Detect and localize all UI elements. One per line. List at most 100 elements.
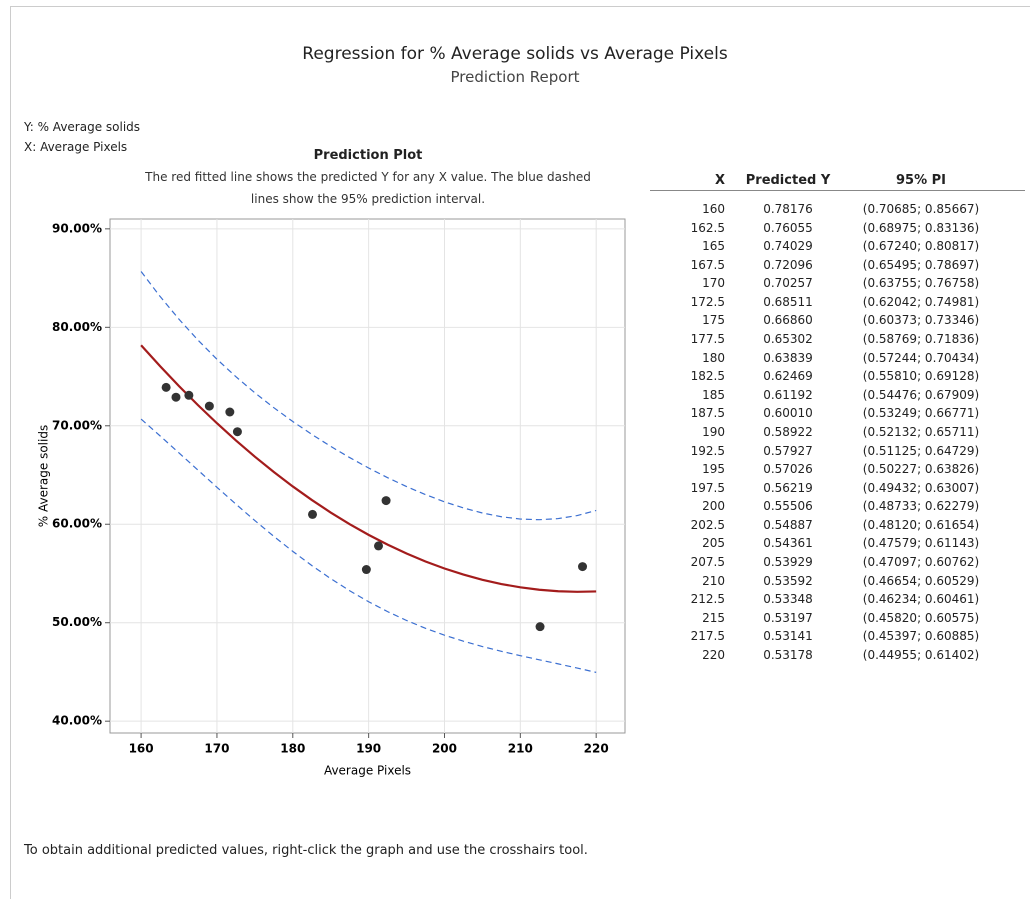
table-cell: 0.54887 xyxy=(763,517,813,532)
table-cell: 0.65302 xyxy=(763,332,813,347)
table-cell: 0.68511 xyxy=(763,294,813,309)
data-point xyxy=(361,565,371,575)
table-cell: 0.60010 xyxy=(763,406,813,421)
table-cell: (0.47097; 0.60762) xyxy=(862,555,980,570)
data-point xyxy=(308,509,318,519)
fitted-line xyxy=(140,344,597,593)
table-cell: (0.60373; 0.73346) xyxy=(862,313,980,328)
table-cell: (0.46654; 0.60529) xyxy=(862,573,980,588)
x-tick-label: 180 xyxy=(280,742,305,756)
table-cell: 165 xyxy=(702,239,725,254)
table-cell: 170 xyxy=(702,276,725,291)
table-cell: 0.56219 xyxy=(763,480,813,495)
x-axis-title: Average Pixels xyxy=(324,764,411,778)
interval-line xyxy=(140,418,597,673)
table-cell: 0.70257 xyxy=(763,276,813,291)
column-header: X xyxy=(714,173,725,188)
plot-title: Prediction Plot xyxy=(313,148,423,163)
data-point xyxy=(373,541,383,551)
variable: X: Average Pixels xyxy=(24,140,128,154)
y-tick-label: 70.00% xyxy=(52,418,102,432)
table-cell: (0.52132; 0.65711) xyxy=(862,424,980,439)
table-cell: (0.63755; 0.76758) xyxy=(862,276,980,291)
table-cell: 0.72096 xyxy=(763,257,813,272)
y-tick-label: 90.00% xyxy=(52,221,102,235)
table-cell: 0.53197 xyxy=(763,610,813,625)
table-cell: 0.74029 xyxy=(763,239,813,254)
table-cell: 202.5 xyxy=(690,517,725,532)
table-cell: 192.5 xyxy=(690,443,725,458)
table-cell: (0.70685; 0.85667) xyxy=(862,202,980,216)
data-point xyxy=(225,407,235,417)
table-cell: 187.5 xyxy=(690,406,725,421)
table-cell: 160 xyxy=(702,202,725,216)
table-cell: 190 xyxy=(702,424,725,439)
data-point xyxy=(204,401,214,411)
x-tick-label: 210 xyxy=(508,742,533,756)
table-cell: 207.5 xyxy=(690,555,725,570)
table-cell: (0.51125; 0.64729) xyxy=(862,443,980,458)
table-cell: 0.54361 xyxy=(763,536,813,551)
footer-note: To obtain additional predicted values, r… xyxy=(24,843,588,858)
table-cell: 0.63839 xyxy=(763,350,813,365)
table-cell: 185 xyxy=(702,387,725,402)
table-cell: 0.53592 xyxy=(763,573,813,588)
table-cell: (0.45397; 0.60885) xyxy=(862,629,980,644)
table-cell: 195 xyxy=(702,462,725,477)
table-cell: (0.58769; 0.71836) xyxy=(862,332,980,347)
table-cell: 0.55506 xyxy=(763,499,813,514)
table-cell: (0.55810; 0.69128) xyxy=(862,369,980,384)
x-tick-label: 200 xyxy=(432,742,457,756)
table-cell: (0.54476; 0.67909) xyxy=(862,387,980,402)
table-cell: 0.53348 xyxy=(763,592,813,607)
table-cell: (0.46234; 0.60461) xyxy=(862,592,980,607)
x-tick-label: 170 xyxy=(204,742,229,756)
x-tick-label: 220 xyxy=(584,742,609,756)
table-cell: 0.78176 xyxy=(763,202,813,216)
data-point xyxy=(184,390,194,400)
table-cell: (0.62042; 0.74981) xyxy=(862,294,980,309)
table-cell: 0.53141 xyxy=(763,629,813,644)
table-cell: 180 xyxy=(702,350,725,365)
interval-line xyxy=(140,271,597,521)
table-cell: (0.48120; 0.61654) xyxy=(862,517,980,532)
x-tick-label: 190 xyxy=(356,742,381,756)
table-cell: 175 xyxy=(702,313,725,328)
y-tick-label: 80.00% xyxy=(52,320,102,334)
table-cell: 162.5 xyxy=(690,220,725,235)
data-point xyxy=(171,392,181,402)
frame xyxy=(10,6,1030,899)
table-cell: (0.48733; 0.62279) xyxy=(862,499,980,514)
table-cell: 210 xyxy=(702,573,725,588)
table-cell: (0.65495; 0.78697) xyxy=(862,257,980,272)
table-cell: (0.53249; 0.66771) xyxy=(862,406,980,421)
table-rule xyxy=(650,190,1025,191)
table-cell: 0.76055 xyxy=(763,220,813,235)
table-cell: (0.44955; 0.61402) xyxy=(862,647,980,662)
table-cell: 167.5 xyxy=(690,257,725,272)
report-title: Regression for % Average solids vs Avera… xyxy=(302,44,728,64)
table-cell: 217.5 xyxy=(690,629,725,644)
x-tick-label: 160 xyxy=(129,742,154,756)
table-cell: 0.61192 xyxy=(763,387,813,402)
table-cell: 197.5 xyxy=(690,480,725,495)
table-cell: 212.5 xyxy=(690,592,725,607)
table-cell: 220 xyxy=(702,647,725,662)
table-cell: (0.47579; 0.61143) xyxy=(862,536,980,551)
plot-subtitle: The red fitted line shows the predicted … xyxy=(145,170,591,206)
column-header: 95% PI xyxy=(895,173,946,188)
report-subtitle: Prediction Report xyxy=(450,68,580,86)
table-cell: 215 xyxy=(702,610,725,625)
table-cell: (0.57244; 0.70434) xyxy=(862,350,980,365)
y-tick-label: 50.00% xyxy=(52,615,102,629)
table-cell: 0.62469 xyxy=(763,369,813,384)
table-cell: (0.67240; 0.80817) xyxy=(862,239,980,254)
plot-area xyxy=(109,218,626,734)
table-cell: 177.5 xyxy=(690,332,725,347)
table-cell: (0.45820; 0.60575) xyxy=(862,610,980,625)
table-cell: 182.5 xyxy=(690,369,725,384)
table-cell: 0.53929 xyxy=(763,555,813,570)
table-cell: (0.49432; 0.63007) xyxy=(862,480,980,495)
table-cell: 0.66860 xyxy=(763,313,813,328)
